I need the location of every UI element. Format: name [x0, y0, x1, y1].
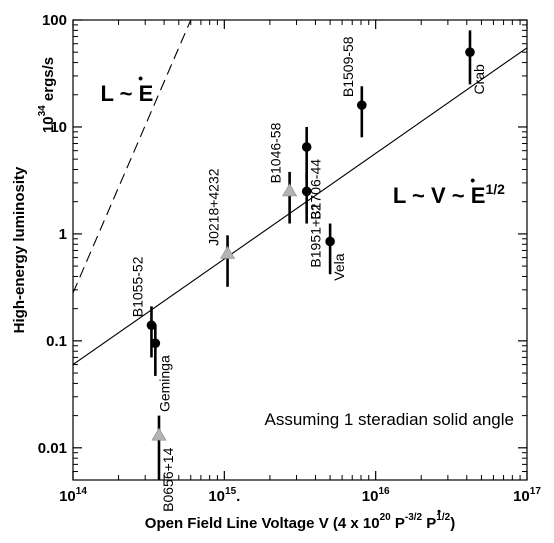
pulsar-label: B1046-58 [268, 122, 284, 183]
relation-line-solid [73, 47, 527, 366]
pulsar-label: Crab [471, 64, 487, 95]
pulsar-b1055-52 [146, 306, 157, 358]
relation-label: L ~ V ~ E1/2• [393, 172, 505, 208]
svg-text:L ~ E: L ~ E [101, 81, 154, 106]
dot-symbol: • [437, 506, 441, 518]
y-tick-label: 0.1 [46, 333, 67, 350]
pulsar-label: J0218+4232 [206, 168, 222, 246]
pulsar-label: B1055-52 [129, 256, 145, 317]
x-axis-title: Open Field Line Voltage V (4 x 1020 P-3/… [145, 512, 455, 532]
pulsar-b0656-14 [151, 415, 167, 480]
pulsar-b1509-58 [357, 86, 367, 138]
relation-label: L ~ E• [101, 70, 154, 106]
pulsar-b1951-32 [301, 171, 312, 224]
triangle-marker [282, 183, 298, 197]
y-tick-label: 100 [42, 12, 67, 29]
x-tick-label: 1016 [362, 486, 390, 505]
y-axis-unit: 1034 ergs/s [37, 57, 57, 133]
pulsar-j0218-4232 [220, 235, 236, 287]
triangle-marker [151, 427, 167, 441]
triangle-marker [220, 245, 236, 259]
y-axis-title: High-energy luminosity [11, 166, 28, 333]
circle-marker [357, 100, 367, 110]
pulsar-b1046-58 [282, 171, 298, 224]
dot-symbol: • [470, 172, 475, 188]
pulsar-label: B1951+32 [308, 203, 324, 267]
circle-marker [301, 186, 312, 197]
pulsar-geminga [150, 324, 161, 376]
pulsar-label: B1706-44 [308, 159, 324, 220]
y-tick-label: 0.01 [38, 440, 67, 457]
pulsar-label: Vela [331, 253, 347, 280]
pulsar-label: B1509-58 [340, 36, 356, 97]
relation-line-dashed [73, 20, 192, 294]
x-tick-label: 1014 [59, 486, 87, 505]
circle-marker [150, 338, 161, 349]
pulsar-vela [325, 223, 335, 275]
dot-symbol: • [138, 70, 143, 86]
circle-marker [325, 236, 335, 247]
y-tick-label: 1 [59, 226, 67, 243]
circle-marker [301, 142, 312, 152]
x-tick-label: 1015. [208, 486, 240, 505]
annotation: Assuming 1 steradian solid angle [265, 410, 514, 429]
x-tick-label: 1017 [513, 486, 541, 505]
svg-text:L ~ V ~ E1/2: L ~ V ~ E1/2 [393, 181, 505, 208]
pulsar-crab [465, 30, 475, 85]
pulsar-b1706-44 [301, 126, 312, 180]
pulsar-label: Geminga [156, 355, 172, 412]
y-tick-label: 10 [50, 119, 67, 136]
circle-marker [146, 320, 157, 331]
circle-marker [465, 47, 475, 57]
